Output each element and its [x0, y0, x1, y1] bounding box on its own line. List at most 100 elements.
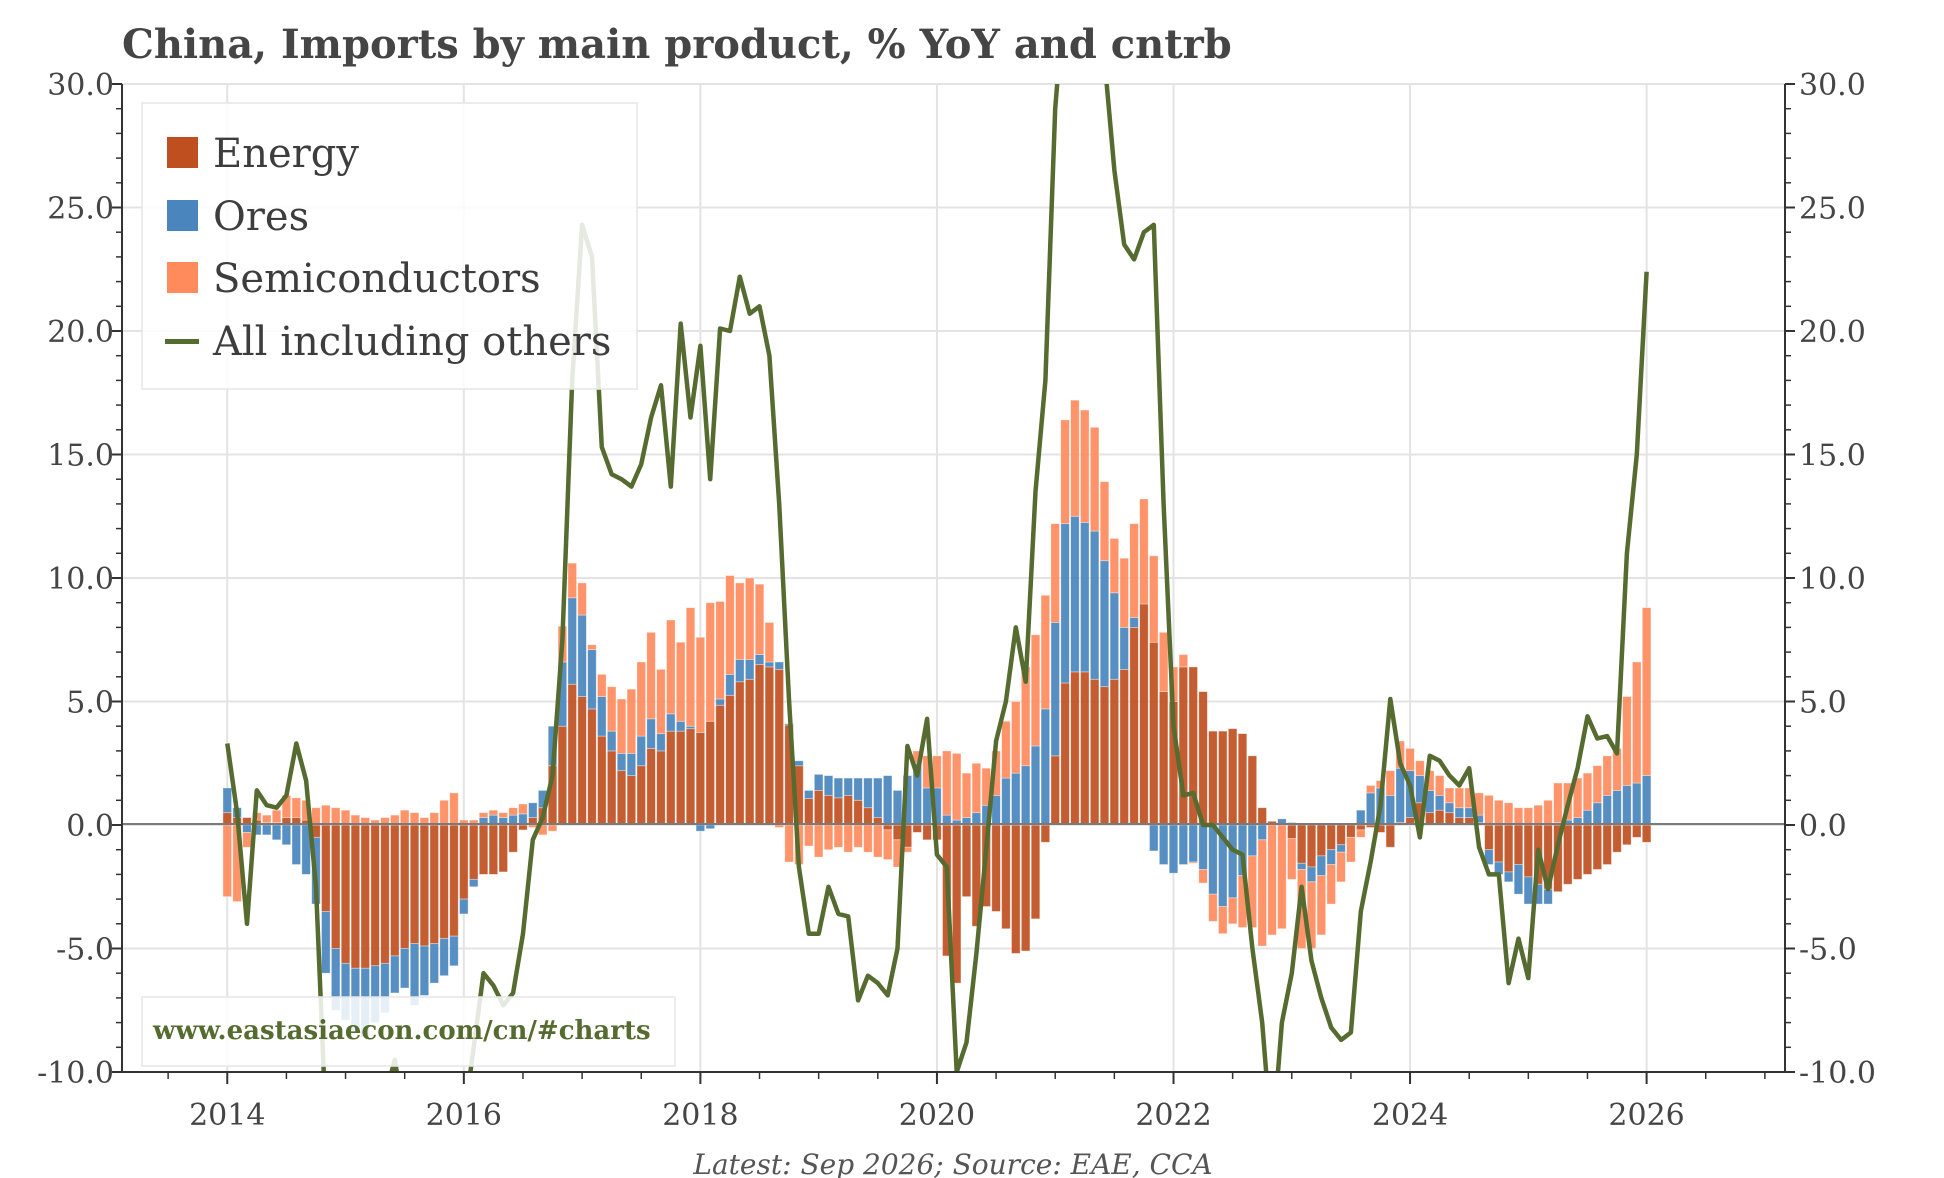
bar-ores — [1020, 765, 1031, 826]
bar-ores — [823, 775, 834, 796]
semiconductors-swatch — [167, 262, 198, 293]
bar-energy — [577, 696, 587, 826]
bar-energy — [961, 824, 972, 898]
bar-ores — [725, 673, 735, 696]
ores-swatch — [167, 200, 198, 231]
bar-energy — [1227, 728, 1238, 826]
bar-ores — [1001, 777, 1011, 826]
bar-semiconductors — [1592, 765, 1603, 804]
bar-semiconductors — [1011, 701, 1021, 774]
x-tick-label: 2022 — [1135, 1098, 1211, 1133]
bar-semiconductors — [1109, 538, 1120, 594]
bar-ores — [1178, 824, 1189, 865]
bar-energy — [350, 824, 361, 969]
bar-semiconductors — [261, 814, 272, 823]
bar-semiconductors — [311, 807, 321, 826]
bar-ores — [409, 943, 420, 1006]
bar-semiconductors — [1158, 631, 1169, 693]
bar-ores — [833, 777, 844, 799]
bar-semiconductors — [951, 752, 962, 821]
bar-semiconductors — [1099, 481, 1110, 562]
bar-ores — [804, 790, 814, 799]
bar-energy — [1020, 824, 1031, 952]
y-tick-label-right: 5.0 — [1799, 686, 1847, 721]
bar-ores — [666, 713, 676, 732]
bar-ores — [1050, 622, 1060, 757]
bar-energy — [1592, 824, 1603, 870]
y-tick-label-right: -10.0 — [1799, 1056, 1876, 1091]
bar-ores — [449, 935, 459, 967]
bar-semiconductors — [547, 824, 558, 832]
bar-semiconductors — [1513, 807, 1524, 826]
bar-semiconductors — [1405, 748, 1415, 772]
bar-energy — [705, 720, 715, 826]
bar-semiconductors — [1227, 897, 1238, 925]
bar-ores — [675, 720, 686, 732]
bar-ores — [399, 948, 410, 989]
bar-ores — [577, 614, 587, 697]
bar-semiconductors — [1040, 594, 1051, 710]
bar-energy — [616, 770, 627, 826]
legend-item-ores: Ores — [167, 194, 309, 240]
footer-source: Latest: Sep 2026; Source: EAE, CCA — [692, 1148, 1212, 1178]
bar-ores — [281, 824, 292, 846]
bar-ores — [636, 735, 646, 767]
bar-semiconductors — [1316, 875, 1327, 936]
line-all-including-others — [225, 84, 1649, 1072]
bar-semiconductors — [813, 824, 824, 858]
bar-energy — [1080, 671, 1090, 826]
bar-energy — [1296, 824, 1307, 864]
bar-semiconductors — [675, 641, 686, 722]
bar-ores — [873, 777, 883, 818]
bar-semiconductors — [882, 829, 893, 860]
bar-ores — [656, 733, 666, 752]
bar-ores — [1582, 809, 1593, 826]
bar-ores — [616, 752, 627, 772]
bar-ores — [1158, 824, 1169, 865]
axes: -10.0 -10.0 -5.0 -5.0 0.0 0.0 5.0 5.0 10.0 10.0 15… — [37, 68, 1876, 1133]
bar-energy — [1011, 824, 1021, 954]
bar-ores — [1080, 522, 1090, 673]
bar-semiconductors — [508, 807, 518, 816]
y-tick-label-right: 15.0 — [1799, 439, 1866, 474]
bar-semiconductors — [1543, 799, 1553, 826]
bar-semiconductors — [863, 824, 873, 853]
bar-energy — [725, 694, 735, 826]
bar-semiconductors — [656, 668, 666, 735]
bar-ores — [419, 945, 430, 996]
bar-ores — [468, 878, 479, 888]
bar-ores — [291, 824, 301, 865]
bar-semiconductors — [1572, 777, 1583, 818]
y-tick-label-left: 15.0 — [47, 439, 114, 474]
legend-label: Energy — [213, 131, 359, 177]
bar-energy — [1109, 678, 1120, 826]
bar-energy — [1287, 824, 1297, 839]
energy-swatch — [167, 137, 198, 168]
bar-ores — [597, 696, 607, 737]
bar-ores — [1198, 824, 1208, 870]
bar-energy — [744, 678, 755, 826]
bar-semiconductors — [873, 824, 883, 858]
bar-ores — [1129, 617, 1139, 628]
bar-semiconductors — [330, 807, 341, 826]
bar-semiconductors — [942, 750, 952, 816]
bar-semiconductors — [1129, 523, 1139, 618]
bar-semiconductors — [478, 812, 489, 818]
bar-energy — [459, 824, 469, 900]
bar-ores — [1040, 708, 1051, 826]
bar-ores — [429, 943, 439, 984]
bar-semiconductors — [1365, 785, 1376, 794]
bar-semiconductors — [1050, 523, 1060, 623]
bar-semiconductors — [1484, 794, 1494, 826]
bar-energy — [774, 668, 784, 826]
bar-semiconductors — [488, 809, 499, 816]
bar-semiconductors — [1267, 824, 1277, 936]
bar-energy — [754, 664, 765, 826]
bar-ores — [528, 802, 538, 818]
bar-energy — [1582, 824, 1593, 875]
bar-energy — [892, 824, 903, 841]
bar-semiconductors — [321, 804, 331, 826]
bar-energy — [1208, 730, 1218, 826]
bar-energy — [360, 824, 370, 969]
bar-energy — [695, 731, 706, 826]
